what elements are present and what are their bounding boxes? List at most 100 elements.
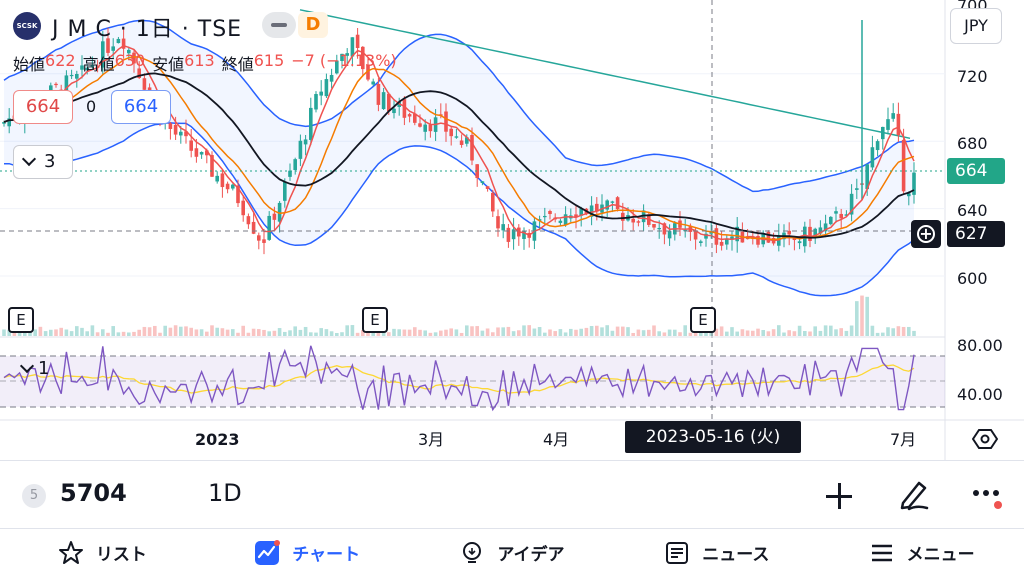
drawing-tools-icon[interactable] [895,475,933,513]
volume-bar [101,329,105,336]
volume-bar [844,330,849,336]
currency-button[interactable]: JPY [950,8,1002,44]
volume-bar [584,327,589,336]
nav-list[interactable]: リスト [0,529,205,576]
candle-body [361,46,365,70]
indicator-blue-value[interactable]: 664 [111,90,171,124]
volume-bar [829,325,833,336]
candle-body [444,111,448,132]
candle-body [745,237,750,240]
candle-body [891,113,895,119]
symbol-button[interactable]: 5704 [60,479,127,507]
candle-body [475,164,479,179]
rsi-collapse-button[interactable]: 1 [19,358,50,379]
price-chart[interactable]: 700 720 680 640 600 80.00 40.00 2023 3月 … [0,0,1024,460]
volume-bar [511,331,516,336]
volume-bar [75,326,79,336]
price-axis-label: 640 [957,201,988,220]
candle-body [454,136,459,138]
candle-body [314,94,318,110]
volume-bar [49,329,53,336]
symbol-title[interactable]: J M C · 1日 · TSE [52,17,243,42]
minimize-toggle[interactable] [262,12,296,38]
candle-body [90,65,95,67]
candle-body [236,185,240,204]
volume-bar [69,331,74,336]
volume-bar [756,328,760,336]
settings-icon[interactable] [972,428,998,450]
volume-bar [792,331,797,336]
volume-bar [319,328,323,336]
volume-bar [251,328,256,336]
volume-bar [777,325,781,336]
volume-bar [548,329,552,336]
volume-bar [413,327,417,336]
volume-bar [2,329,6,336]
crosshair-price-tag: 627 [947,221,1005,247]
volume-bar [886,327,890,336]
candle-body [693,231,698,240]
volume-bar [901,326,906,336]
candle-body [277,202,282,222]
indicator-red-value[interactable]: 664 [13,90,73,124]
volume-bar [85,331,89,336]
volume-bar [288,330,292,336]
candle-body [335,60,339,74]
earnings-marker[interactable]: E [8,307,34,333]
candle-body [470,135,474,161]
indicator-collapse-button[interactable]: 3 [13,145,73,179]
candle-body [121,38,126,49]
candle-body [865,164,869,190]
add-symbol-button[interactable] [822,479,856,513]
nav-ideas[interactable]: アイデア [410,529,615,576]
volume-bar [881,332,885,336]
volume-bar [257,329,261,336]
candle-body [210,155,214,177]
more-options-icon[interactable] [968,477,1008,513]
open-value: 622 [45,51,76,70]
add-alert-button[interactable]: + [911,220,941,248]
volume-bar [106,332,110,336]
candle-body [621,212,625,221]
earnings-marker[interactable]: E [690,307,716,333]
nav-chart[interactable]: チャート [205,529,410,576]
volume-bar [184,326,188,336]
candle-body [829,216,833,225]
volume-bar [678,332,682,336]
candle-body [371,81,375,85]
volume-bar [823,325,828,336]
volume-bar [33,329,37,336]
delayed-data-badge[interactable]: D [298,12,328,38]
volume-bar [870,325,875,336]
candle-body [392,108,396,114]
nav-menu[interactable]: メニュー [819,529,1024,576]
candle-body [485,186,490,189]
volume-bar [730,327,734,336]
candle-body [272,213,277,220]
volume-bar [865,296,869,336]
candle-body [652,223,656,228]
rsi-count: 1 [38,358,50,379]
nav-chart-label: チャート [292,545,361,565]
volume-bar [735,331,739,336]
earnings-marker[interactable]: E [362,307,388,333]
volume-bar [340,332,344,336]
nav-ideas-label: アイデア [497,545,565,565]
candle-body [101,41,105,68]
nav-news[interactable]: ニュース [614,529,819,576]
volume-bar [719,326,724,336]
candle-body [662,223,667,235]
candle-body [137,68,141,78]
ticker-bar: 5 5704 1D [0,460,1024,528]
candle-body [901,139,906,192]
volume-bar [849,325,854,336]
candle-body [142,78,147,90]
volume-bar [558,329,563,336]
candle-body [194,148,199,157]
volume-bar [38,326,43,336]
candle-body [184,131,188,137]
candle-body [730,236,734,240]
volume-bar [626,327,630,336]
interval-button[interactable]: 1D [208,479,242,507]
candle-body [69,74,74,77]
